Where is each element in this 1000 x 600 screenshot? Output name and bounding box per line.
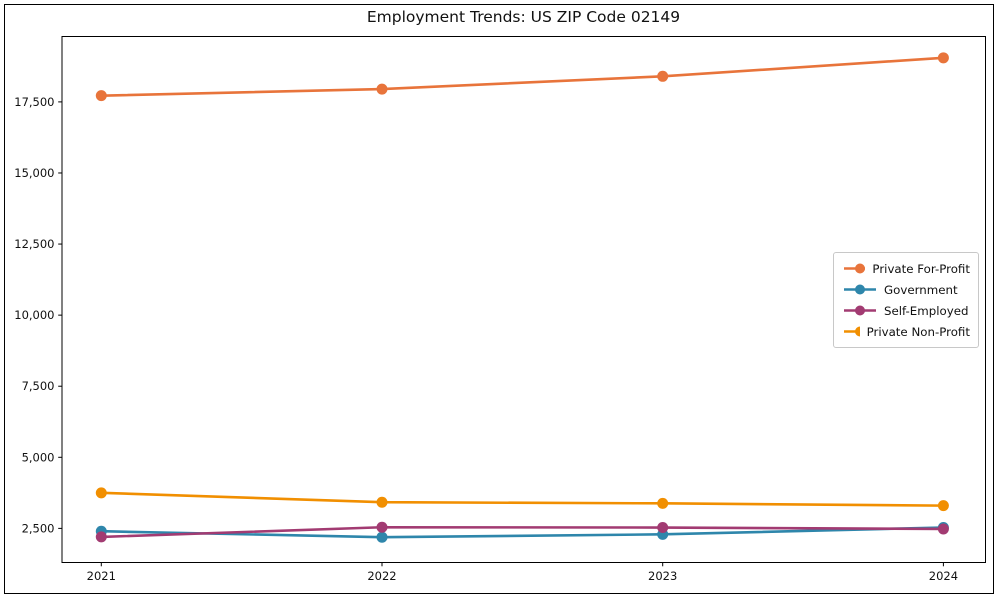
data-point-marker	[937, 523, 949, 535]
x-axis-tick-label: 2022	[367, 569, 396, 583]
data-point-marker	[95, 90, 107, 102]
legend-item: Government	[843, 280, 970, 299]
legend-line-marker-icon	[844, 284, 876, 295]
plot-border	[61, 36, 986, 563]
legend-label: Private For-Profit	[872, 261, 970, 276]
data-series-line	[99, 525, 945, 539]
y-axis-tick-label: 7,500	[22, 379, 55, 393]
data-point-marker	[657, 522, 669, 534]
legend-line-marker-icon	[844, 263, 866, 274]
data-point-marker	[937, 52, 949, 64]
data-point-marker	[657, 70, 669, 82]
y-axis-tick-label: 5,000	[22, 450, 55, 464]
legend-item: Private For-Profit	[843, 259, 970, 278]
chart-title: Employment Trends: US ZIP Code 02149	[366, 8, 681, 26]
legend-label: Private Non-Profit	[866, 324, 970, 339]
data-point-marker	[376, 531, 388, 543]
legend-line-marker-icon	[844, 305, 876, 316]
data-series-line	[99, 56, 945, 97]
data-point-marker	[95, 531, 107, 543]
data-point-marker	[376, 496, 388, 508]
legend-label: Self-Employed	[884, 303, 969, 318]
data-point-marker	[657, 497, 669, 509]
legend-line-marker-icon	[844, 326, 860, 337]
y-axis-tick-label: 2,500	[22, 521, 55, 535]
y-axis-tick-label: 17,500	[14, 95, 54, 109]
x-axis-tick-label: 2023	[648, 569, 677, 583]
x-axis-tick-label: 2021	[87, 569, 116, 583]
data-point-marker	[937, 500, 949, 512]
y-axis-tick-label: 12,500	[14, 237, 54, 251]
x-axis-tick-label: 2024	[929, 569, 958, 583]
legend: Private For-Profit Government Self-Employe…	[833, 252, 979, 348]
y-axis-tick-label: 15,000	[14, 166, 54, 180]
data-point-marker	[376, 83, 388, 95]
y-axis-tick-label: 10,000	[14, 308, 54, 322]
data-series-line	[99, 491, 945, 507]
legend-item: Self-Employed	[843, 301, 970, 320]
legend-label: Government	[884, 282, 958, 297]
legend-item: Private Non-Profit	[843, 322, 970, 341]
data-series-line	[99, 526, 945, 539]
data-point-marker	[95, 487, 107, 499]
data-point-marker	[376, 521, 388, 533]
